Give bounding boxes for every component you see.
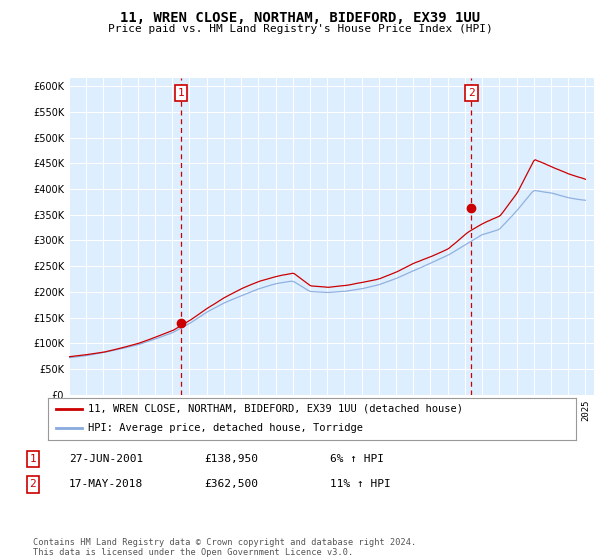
Text: £362,500: £362,500 (204, 479, 258, 489)
Text: 11, WREN CLOSE, NORTHAM, BIDEFORD, EX39 1UU: 11, WREN CLOSE, NORTHAM, BIDEFORD, EX39 … (120, 11, 480, 25)
Text: 11, WREN CLOSE, NORTHAM, BIDEFORD, EX39 1UU (detached house): 11, WREN CLOSE, NORTHAM, BIDEFORD, EX39 … (88, 404, 463, 414)
Text: HPI: Average price, detached house, Torridge: HPI: Average price, detached house, Torr… (88, 423, 362, 433)
Text: 1: 1 (178, 88, 184, 98)
Text: 27-JUN-2001: 27-JUN-2001 (69, 454, 143, 464)
Text: 2: 2 (468, 88, 475, 98)
Text: £138,950: £138,950 (204, 454, 258, 464)
Text: 17-MAY-2018: 17-MAY-2018 (69, 479, 143, 489)
Text: Contains HM Land Registry data © Crown copyright and database right 2024.
This d: Contains HM Land Registry data © Crown c… (33, 538, 416, 557)
Text: Price paid vs. HM Land Registry's House Price Index (HPI): Price paid vs. HM Land Registry's House … (107, 24, 493, 34)
Text: 6% ↑ HPI: 6% ↑ HPI (330, 454, 384, 464)
Text: 11% ↑ HPI: 11% ↑ HPI (330, 479, 391, 489)
Text: 1: 1 (29, 454, 37, 464)
Text: 2: 2 (29, 479, 37, 489)
